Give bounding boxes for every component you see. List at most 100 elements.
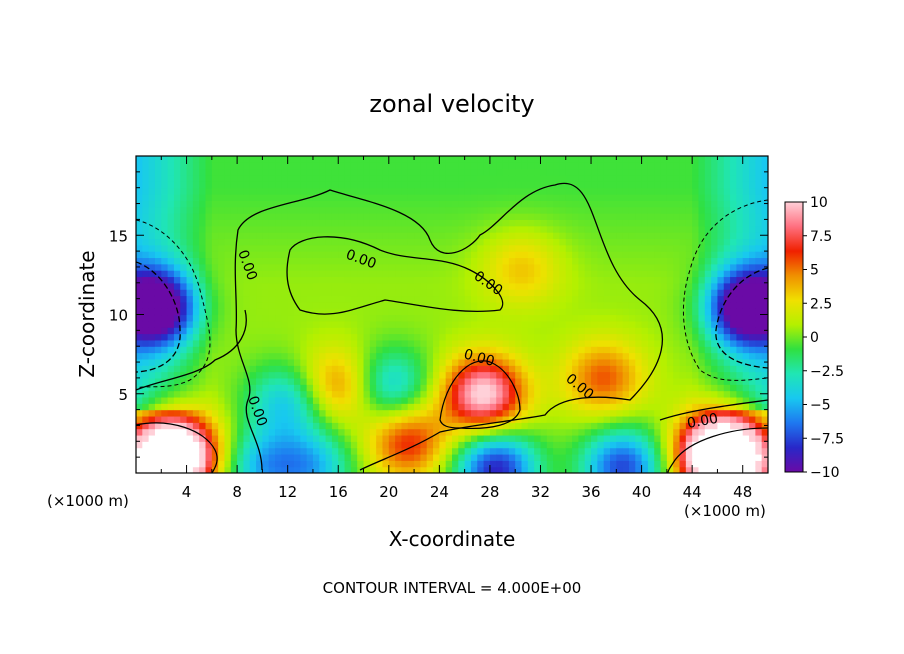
field-cell xyxy=(603,194,611,201)
field-cell xyxy=(515,162,523,170)
field-cell xyxy=(382,187,390,195)
field-cell xyxy=(243,206,251,214)
field-cell xyxy=(496,301,504,309)
field-cell xyxy=(376,168,384,176)
field-cell xyxy=(338,225,346,233)
field-cell xyxy=(173,327,181,335)
field-cell xyxy=(641,270,649,278)
field-cell xyxy=(546,295,554,303)
field-cell xyxy=(218,289,226,297)
field-cell xyxy=(578,181,586,189)
field-cell xyxy=(154,295,162,303)
field-cell xyxy=(489,314,497,322)
field-cell xyxy=(470,206,478,214)
field-cell xyxy=(262,181,270,189)
field-cell xyxy=(723,232,731,240)
field-cell xyxy=(306,257,314,265)
field-cell xyxy=(192,276,200,284)
field-cell xyxy=(647,295,655,303)
field-cell xyxy=(420,358,428,366)
field-cell xyxy=(136,460,143,468)
field-cell xyxy=(502,339,510,347)
field-cell xyxy=(237,219,245,227)
field-cell xyxy=(704,333,712,341)
field-cell xyxy=(249,206,257,214)
field-cell xyxy=(401,371,409,379)
field-cell xyxy=(572,415,579,423)
field-cell xyxy=(306,244,314,252)
field-cell xyxy=(331,194,339,201)
field-cell xyxy=(565,365,573,373)
field-cell xyxy=(173,441,181,449)
field-cell xyxy=(192,301,200,309)
field-cell xyxy=(376,225,384,233)
field-cell xyxy=(395,384,403,392)
field-cell xyxy=(515,358,523,366)
field-cell xyxy=(350,358,358,366)
field-cell xyxy=(616,339,624,347)
field-cell xyxy=(275,384,282,392)
field-cell xyxy=(635,434,643,442)
field-cell xyxy=(679,213,687,220)
field-cell xyxy=(452,162,459,170)
field-cell xyxy=(553,213,561,220)
field-cell xyxy=(445,460,453,468)
field-cell xyxy=(401,187,409,195)
field-cell xyxy=(515,339,523,347)
field-cell xyxy=(281,263,289,271)
field-cell xyxy=(730,409,737,417)
field-cell xyxy=(136,175,143,182)
field-cell xyxy=(388,251,396,259)
field-cell xyxy=(357,282,365,290)
field-cell xyxy=(464,428,472,436)
field-cell xyxy=(414,168,421,176)
field-cell xyxy=(218,377,226,385)
field-cell xyxy=(660,175,668,182)
field-cell xyxy=(388,409,396,417)
field-cell xyxy=(376,187,384,195)
field-cell xyxy=(489,213,497,220)
field-cell xyxy=(344,434,352,442)
field-cell xyxy=(445,422,453,430)
field-cell xyxy=(610,295,617,303)
field-cell xyxy=(357,333,365,341)
field-cell xyxy=(572,270,579,278)
field-cell xyxy=(439,352,447,360)
field-cell xyxy=(742,168,750,176)
field-cell xyxy=(452,327,459,335)
field-cell xyxy=(603,219,611,227)
field-cell xyxy=(224,308,232,316)
field-cell xyxy=(249,232,257,240)
field-cell xyxy=(477,168,485,176)
field-cell xyxy=(395,301,403,309)
field-cell xyxy=(685,352,693,360)
field-cell xyxy=(211,206,219,214)
field-cell xyxy=(230,156,238,163)
field-cell xyxy=(325,162,333,170)
field-cell xyxy=(211,384,219,392)
field-cell xyxy=(218,428,226,436)
field-cell xyxy=(161,403,169,411)
field-cell xyxy=(344,276,352,284)
field-cell xyxy=(192,187,200,195)
field-cell xyxy=(515,314,523,322)
field-cell xyxy=(654,301,662,309)
field-cell xyxy=(161,200,169,208)
field-cell xyxy=(275,187,282,195)
field-cell xyxy=(161,308,169,316)
field-cell xyxy=(388,257,396,265)
field-cell xyxy=(268,371,276,379)
field-cell xyxy=(205,244,213,252)
field-cell xyxy=(742,175,750,182)
field-cell xyxy=(515,377,523,385)
field-cell xyxy=(407,365,415,373)
field-cell xyxy=(673,352,681,360)
field-cell xyxy=(622,289,630,297)
field-cell xyxy=(673,175,681,182)
field-cell xyxy=(622,232,630,240)
field-cell xyxy=(622,460,630,468)
field-cell xyxy=(527,156,535,163)
field-cell xyxy=(755,257,763,265)
field-cell xyxy=(483,434,491,442)
field-cell xyxy=(401,434,409,442)
